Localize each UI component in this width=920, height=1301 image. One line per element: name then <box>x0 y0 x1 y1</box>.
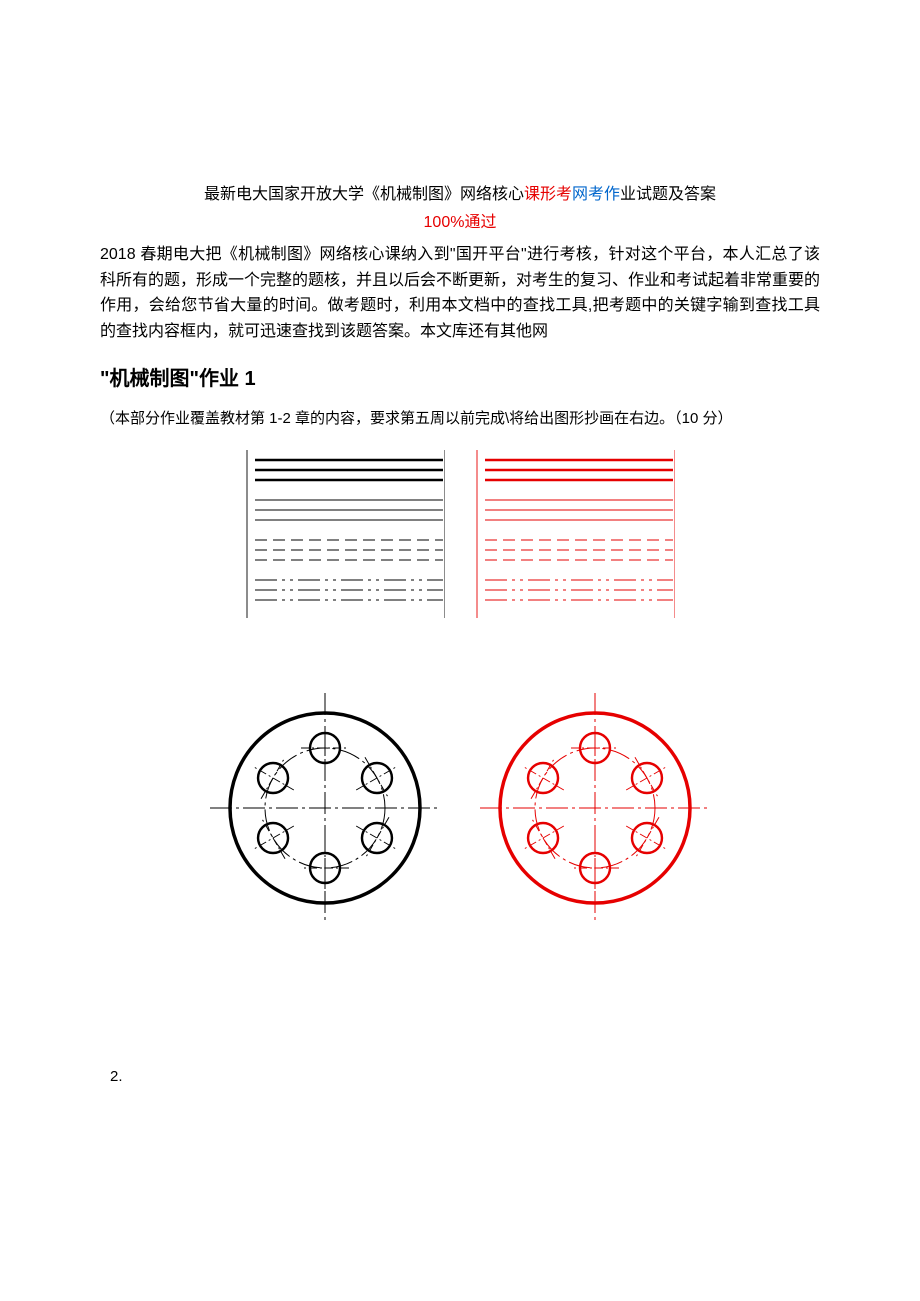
flange-row <box>100 688 820 928</box>
document-title: 最新电大国家开放大学《机械制图》网络核心课形考网考作业试题及答案 <box>100 180 820 204</box>
flange-diagram-black <box>205 688 445 928</box>
flange-diagram-red <box>475 688 715 928</box>
question-2-label: 2. <box>110 1068 820 1085</box>
subtitle: 100%通过 <box>100 208 820 232</box>
title-part1: 最新电大国家开放大学《机械制图》网络核心 <box>204 186 524 203</box>
title-part4: 业试题及答案 <box>620 186 716 203</box>
intro-paragraph: 2018 春期电大把《机械制图》网络核心课纳入到"国开平台"进行考核，针对这个平… <box>100 242 820 344</box>
section-header: "机械制图"作业 1 <box>100 362 820 391</box>
title-part3: 网考作 <box>572 186 620 203</box>
instruction-text: （本部分作业覆盖教材第 1-2 章的内容，要求第五周以前完成\将给出图形抄画在右… <box>100 407 820 428</box>
title-part2: 课形考 <box>524 186 572 203</box>
line-types-diagram-red <box>475 448 675 628</box>
line-types-diagram-black <box>245 448 445 628</box>
line-types-row <box>100 448 820 628</box>
